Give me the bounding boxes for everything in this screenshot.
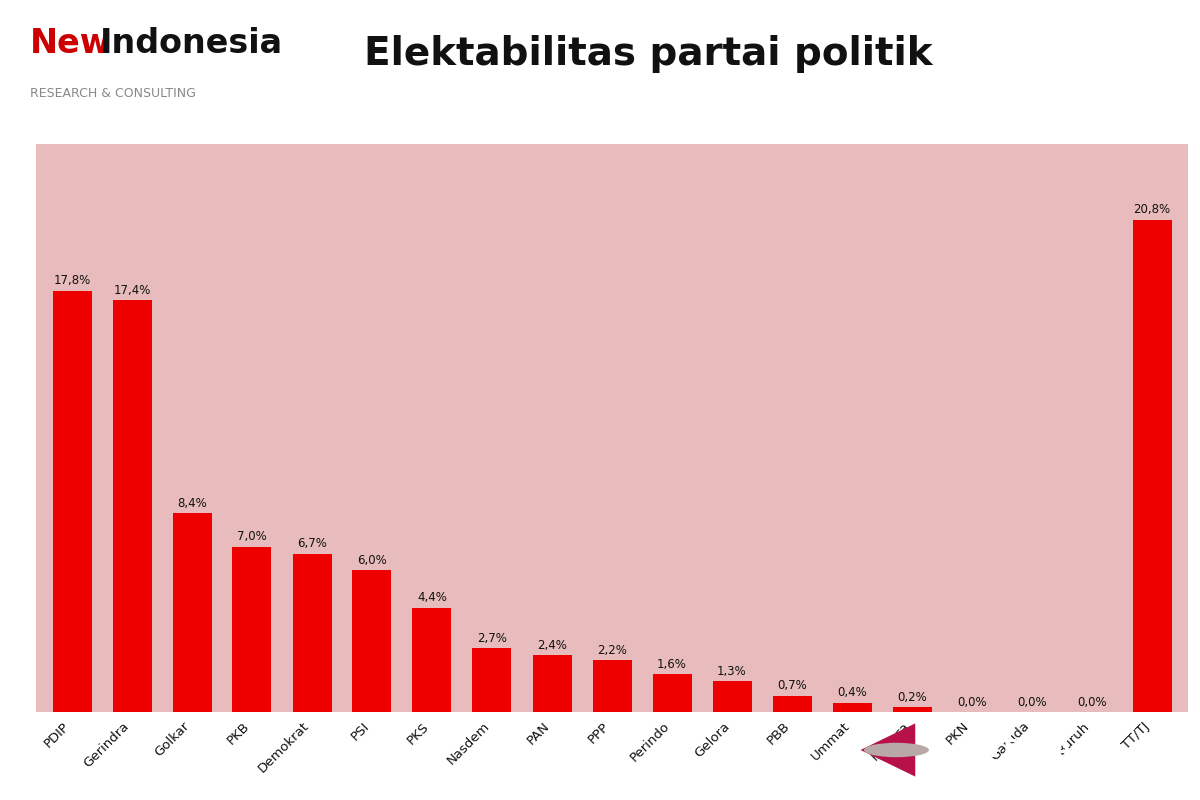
Bar [713, 682, 751, 712]
Text: 2,7%: 2,7% [478, 632, 506, 645]
Text: 0,2%: 0,2% [898, 691, 926, 704]
Text: 17,8%: 17,8% [53, 274, 91, 287]
Text: 7,0%: 7,0% [238, 530, 266, 543]
Text: 0,4%: 0,4% [838, 686, 866, 699]
Bar [593, 660, 631, 712]
Bar [833, 702, 871, 712]
Bar [413, 608, 451, 712]
Text: 6,7%: 6,7% [298, 537, 326, 550]
Bar [533, 655, 571, 712]
Circle shape [864, 742, 929, 758]
Bar [893, 707, 931, 712]
Text: RESEARCH & CONSULTING: RESEARCH & CONSULTING [30, 86, 196, 100]
Text: Indonesia: Indonesia [100, 27, 283, 60]
Text: Elektabilitas partai politik: Elektabilitas partai politik [364, 34, 932, 73]
Text: 17,4%: 17,4% [113, 284, 151, 297]
Polygon shape [860, 723, 916, 777]
Bar [1133, 220, 1171, 712]
Text: 4,4%: 4,4% [418, 591, 446, 605]
Text: 0,0%: 0,0% [1018, 695, 1046, 709]
Text: 2,2%: 2,2% [598, 643, 626, 657]
Bar [173, 514, 211, 712]
Bar [113, 301, 151, 712]
Text: 1,6%: 1,6% [658, 658, 686, 670]
Text: New: New [30, 27, 112, 60]
Text: 6,0%: 6,0% [358, 554, 386, 566]
Text: 2,4%: 2,4% [538, 638, 566, 652]
Bar [773, 695, 811, 712]
Text: 8,4%: 8,4% [178, 497, 206, 510]
Text: ANTARA: ANTARA [960, 738, 1073, 762]
Bar [473, 648, 511, 712]
Text: 1,3%: 1,3% [718, 665, 746, 678]
Bar [53, 291, 91, 712]
Text: 0,7%: 0,7% [778, 679, 806, 692]
Bar [653, 674, 691, 712]
Bar [293, 554, 331, 712]
Text: 20,8%: 20,8% [1134, 203, 1170, 217]
Bar [233, 546, 271, 712]
Text: 0,0%: 0,0% [958, 695, 986, 709]
Bar [353, 570, 391, 712]
Text: 0,0%: 0,0% [1078, 695, 1106, 709]
